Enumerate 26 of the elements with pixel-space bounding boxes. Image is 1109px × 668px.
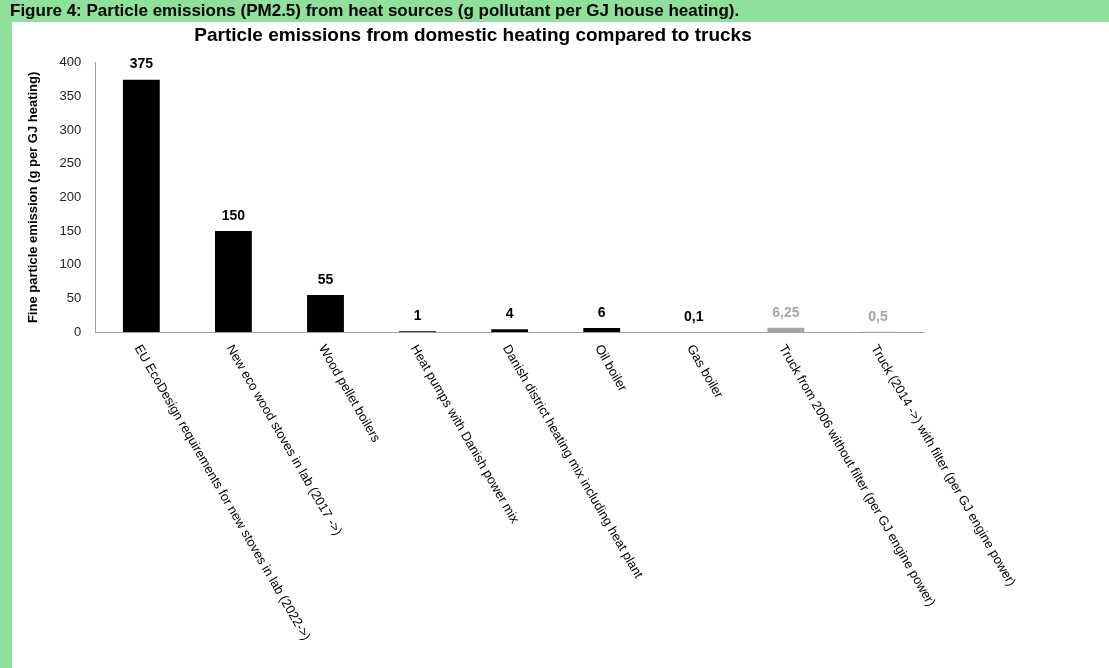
bar [307, 294, 344, 332]
bar [583, 327, 621, 332]
y-tick-label: 50 [66, 289, 82, 305]
data-label: 1 [413, 307, 422, 324]
bar [491, 329, 529, 332]
y-tick-label: 100 [59, 256, 82, 272]
y-tick-label: 300 [59, 121, 82, 137]
y-tick-label: 400 [59, 54, 82, 70]
data-label: 4 [505, 305, 514, 322]
y-tick-label: 350 [59, 88, 82, 104]
data-label: 6 [597, 303, 606, 320]
y-tick-label: 150 [59, 222, 82, 238]
data-label: 55 [317, 270, 334, 287]
data-label: 0,5 [868, 307, 888, 324]
data-label: 0,1 [684, 307, 704, 324]
chart-subtitle: Particle emissions from domestic heating compared to trucks [194, 23, 752, 45]
bar [122, 79, 160, 332]
bar [214, 231, 252, 332]
data-label: 150 [221, 206, 246, 223]
y-axis-title: Fine particle emission (g per GJ heating) [25, 71, 41, 324]
data-label: 375 [129, 55, 154, 72]
y-tick-label: 250 [59, 155, 82, 171]
data-label: 6,25 [772, 303, 800, 320]
chart-title: Figure 4: Particle emissions (PM2.5) from heat sources (g pollutant per GJ house heating). [9, 0, 741, 22]
y-tick-label: 0 [74, 323, 82, 339]
y-tick-label: 200 [59, 188, 82, 204]
